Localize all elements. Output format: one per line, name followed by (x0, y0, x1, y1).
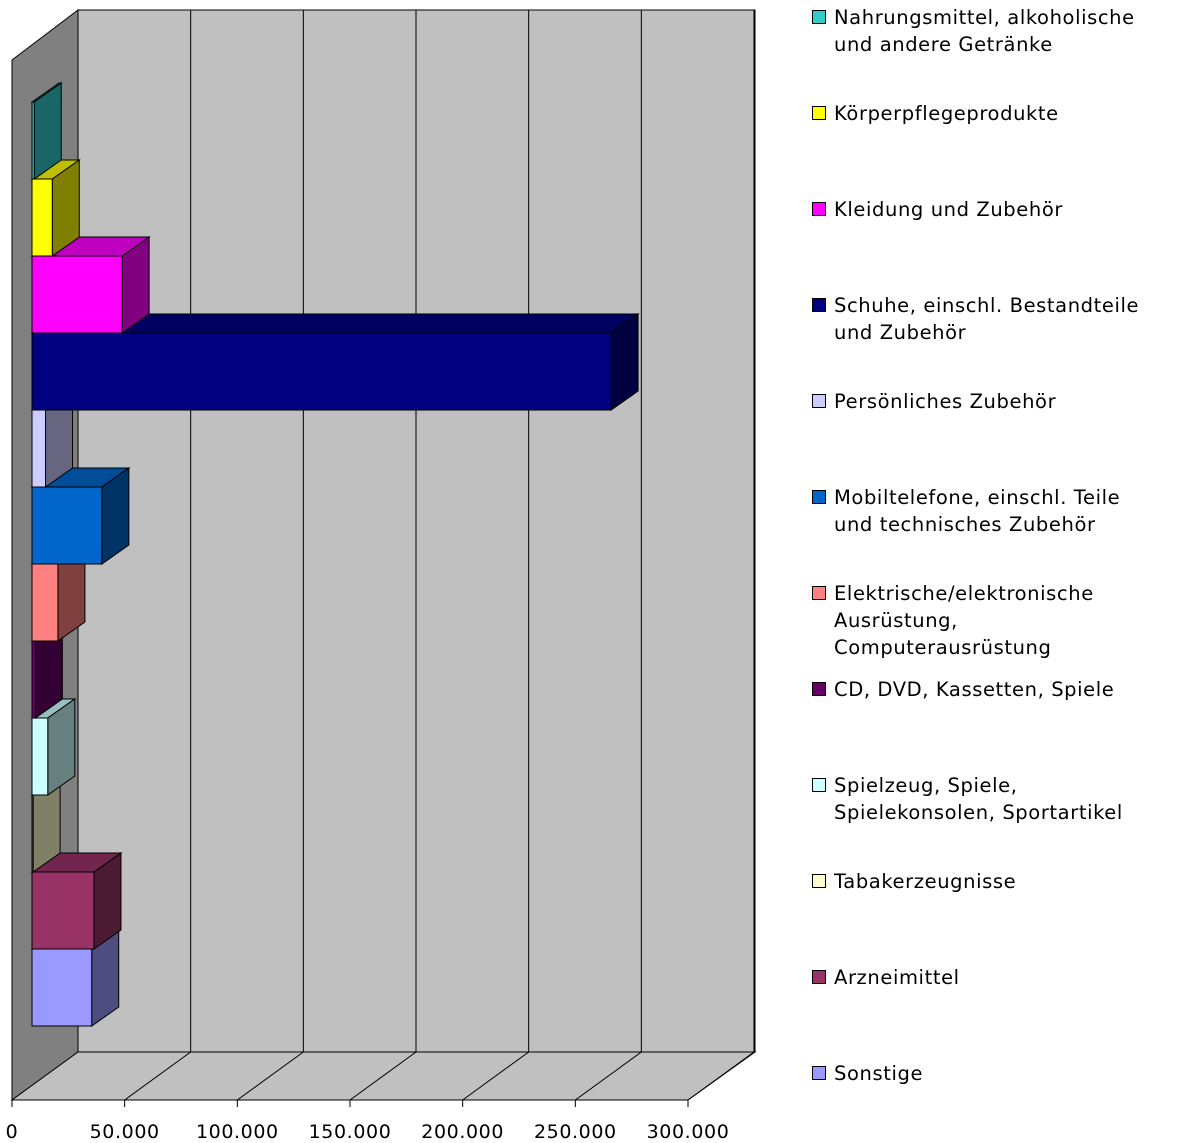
legend-swatch (812, 874, 826, 888)
legend-swatch (812, 106, 826, 120)
bar-front (31, 717, 49, 796)
bar (30, 852, 123, 950)
legend-item: CD, DVD, Kassetten, Spiele (812, 676, 1202, 703)
x-tick-label: 200.000 (421, 1121, 504, 1143)
legend-swatch (812, 394, 826, 408)
legend-item: Elektrische/elektronische Ausrüstung, Co… (812, 580, 1202, 661)
grid-line (124, 1051, 191, 1101)
bar-front (31, 486, 103, 565)
legend-swatch (812, 202, 826, 216)
x-tick-label: 0 (6, 1121, 19, 1143)
bar-front (31, 794, 34, 873)
legend-label: CD, DVD, Kassetten, Spiele (834, 678, 1115, 701)
legend-label: Spielzeug, Spiele, Spielekonsolen, Sport… (834, 774, 1123, 824)
grid-line (237, 1051, 304, 1101)
legend-label: Arzneimittel (834, 966, 960, 989)
legend-label: Körperpflegeprodukte (834, 102, 1059, 125)
legend-swatch (812, 490, 826, 504)
bar-front (31, 332, 612, 411)
legend-label: Nahrungsmittel, alkoholische und andere … (834, 6, 1135, 56)
bar (30, 159, 81, 257)
bar-front (31, 871, 95, 950)
bar-front (31, 255, 123, 334)
bar (30, 544, 87, 642)
legend-item: Sonstige (812, 1060, 1202, 1087)
x-tick-label: 250.000 (534, 1121, 617, 1143)
x-tick-label: 300.000 (647, 1121, 730, 1143)
legend-swatch (812, 298, 826, 312)
legend-label: Schuhe, einschl. Bestandteile und Zubehö… (834, 294, 1140, 344)
bar (30, 82, 63, 180)
legend-item: Nahrungsmittel, alkoholische und andere … (812, 4, 1202, 58)
bar-front (31, 640, 36, 719)
grid-line (462, 1051, 529, 1101)
legend-item: Kleidung und Zubehör (812, 196, 1202, 223)
legend-item: Persönliches Zubehör (812, 388, 1202, 415)
legend-swatch (812, 586, 826, 600)
legend-swatch (812, 970, 826, 984)
legend-item: Mobiltelefone, einschl. Teile und techni… (812, 484, 1202, 538)
grid-line (349, 1051, 417, 1101)
grid-line (687, 1051, 755, 1101)
legend-label: Tabakerzeugnisse (834, 870, 1017, 893)
legend-item: Schuhe, einschl. Bestandteile und Zubehö… (812, 292, 1202, 346)
bar-front (31, 563, 59, 642)
legend-swatch (812, 10, 826, 24)
bar-front (31, 101, 35, 180)
legend-label: Sonstige (834, 1062, 924, 1085)
legend-label: Mobiltelefone, einschl. Teile und techni… (834, 486, 1121, 536)
legend-item: Tabakerzeugnisse (812, 868, 1202, 895)
legend-swatch (812, 682, 826, 696)
x-tick-label: 150.000 (309, 1121, 392, 1143)
legend-swatch (812, 1066, 826, 1080)
x-tick-label: 100.000 (196, 1121, 279, 1143)
legend-item: Arzneimittel (812, 964, 1202, 991)
legend-item: Körperpflegeprodukte (812, 100, 1202, 127)
grid-line (575, 1051, 642, 1101)
bar-front (31, 178, 53, 257)
bar-front (31, 409, 47, 488)
legend-swatch (812, 778, 826, 792)
bar-front (31, 948, 93, 1027)
bar (30, 313, 640, 411)
legend-label: Elektrische/elektronische Ausrüstung, Co… (834, 582, 1094, 659)
legend-label: Persönliches Zubehör (834, 390, 1057, 413)
legend-item: Spielzeug, Spiele, Spielekonsolen, Sport… (812, 772, 1202, 826)
legend-label: Kleidung und Zubehör (834, 198, 1063, 221)
x-tick-label: 50.000 (90, 1121, 160, 1143)
